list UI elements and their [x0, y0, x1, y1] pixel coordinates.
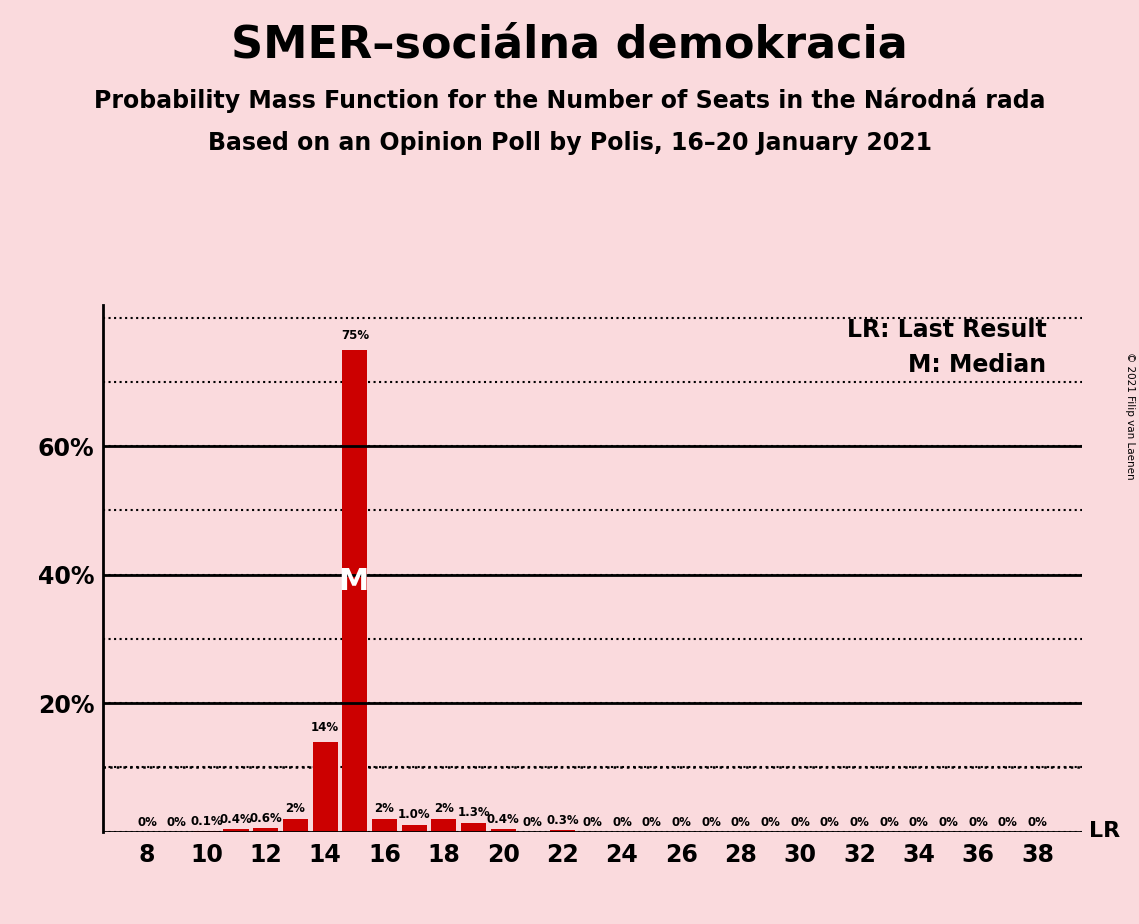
Text: M: Median: M: Median — [908, 353, 1047, 377]
Text: 75%: 75% — [341, 329, 369, 342]
Text: 0%: 0% — [523, 816, 543, 829]
Bar — [371, 819, 398, 832]
Text: 2%: 2% — [375, 802, 394, 815]
Text: 0.1%: 0.1% — [190, 815, 223, 829]
Text: M: M — [338, 566, 369, 596]
Text: 0%: 0% — [909, 816, 928, 829]
Text: 0%: 0% — [731, 816, 751, 829]
Bar — [312, 742, 338, 832]
Text: 0%: 0% — [790, 816, 810, 829]
Bar — [342, 350, 368, 832]
Text: Based on an Opinion Poll by Polis, 16–20 January 2021: Based on an Opinion Poll by Polis, 16–20… — [207, 131, 932, 155]
Bar — [432, 819, 457, 832]
Text: 0%: 0% — [641, 816, 662, 829]
Text: 0%: 0% — [850, 816, 869, 829]
Bar — [550, 830, 575, 832]
Text: 0%: 0% — [582, 816, 603, 829]
Text: SMER–sociálna demokracia: SMER–sociálna demokracia — [231, 23, 908, 67]
Text: 0%: 0% — [761, 816, 780, 829]
Text: 2%: 2% — [286, 802, 305, 815]
Text: LR: Last Result: LR: Last Result — [846, 318, 1047, 342]
Text: Probability Mass Function for the Number of Seats in the Národná rada: Probability Mass Function for the Number… — [93, 88, 1046, 114]
Bar — [253, 828, 278, 832]
Text: 0%: 0% — [702, 816, 721, 829]
Text: 2%: 2% — [434, 802, 453, 815]
Bar — [282, 819, 308, 832]
Text: 0%: 0% — [137, 816, 157, 829]
Text: 1.3%: 1.3% — [457, 807, 490, 820]
Text: 0%: 0% — [968, 816, 989, 829]
Text: LR: LR — [1089, 821, 1120, 841]
Bar — [461, 823, 486, 832]
Text: 0.6%: 0.6% — [249, 812, 282, 825]
Text: 0.4%: 0.4% — [486, 813, 519, 826]
Text: 0%: 0% — [820, 816, 839, 829]
Text: 0%: 0% — [166, 816, 187, 829]
Text: 0%: 0% — [671, 816, 691, 829]
Text: 0%: 0% — [1027, 816, 1048, 829]
Text: 0%: 0% — [998, 816, 1018, 829]
Bar — [402, 825, 427, 832]
Text: 0%: 0% — [612, 816, 632, 829]
Text: © 2021 Filip van Laenen: © 2021 Filip van Laenen — [1125, 352, 1134, 480]
Text: 0.3%: 0.3% — [547, 814, 579, 827]
Text: 1.0%: 1.0% — [398, 808, 431, 821]
Bar — [223, 829, 248, 832]
Bar — [491, 829, 516, 832]
Text: 0%: 0% — [939, 816, 958, 829]
Text: 0%: 0% — [879, 816, 899, 829]
Text: 0.4%: 0.4% — [220, 813, 253, 826]
Text: 14%: 14% — [311, 721, 339, 734]
